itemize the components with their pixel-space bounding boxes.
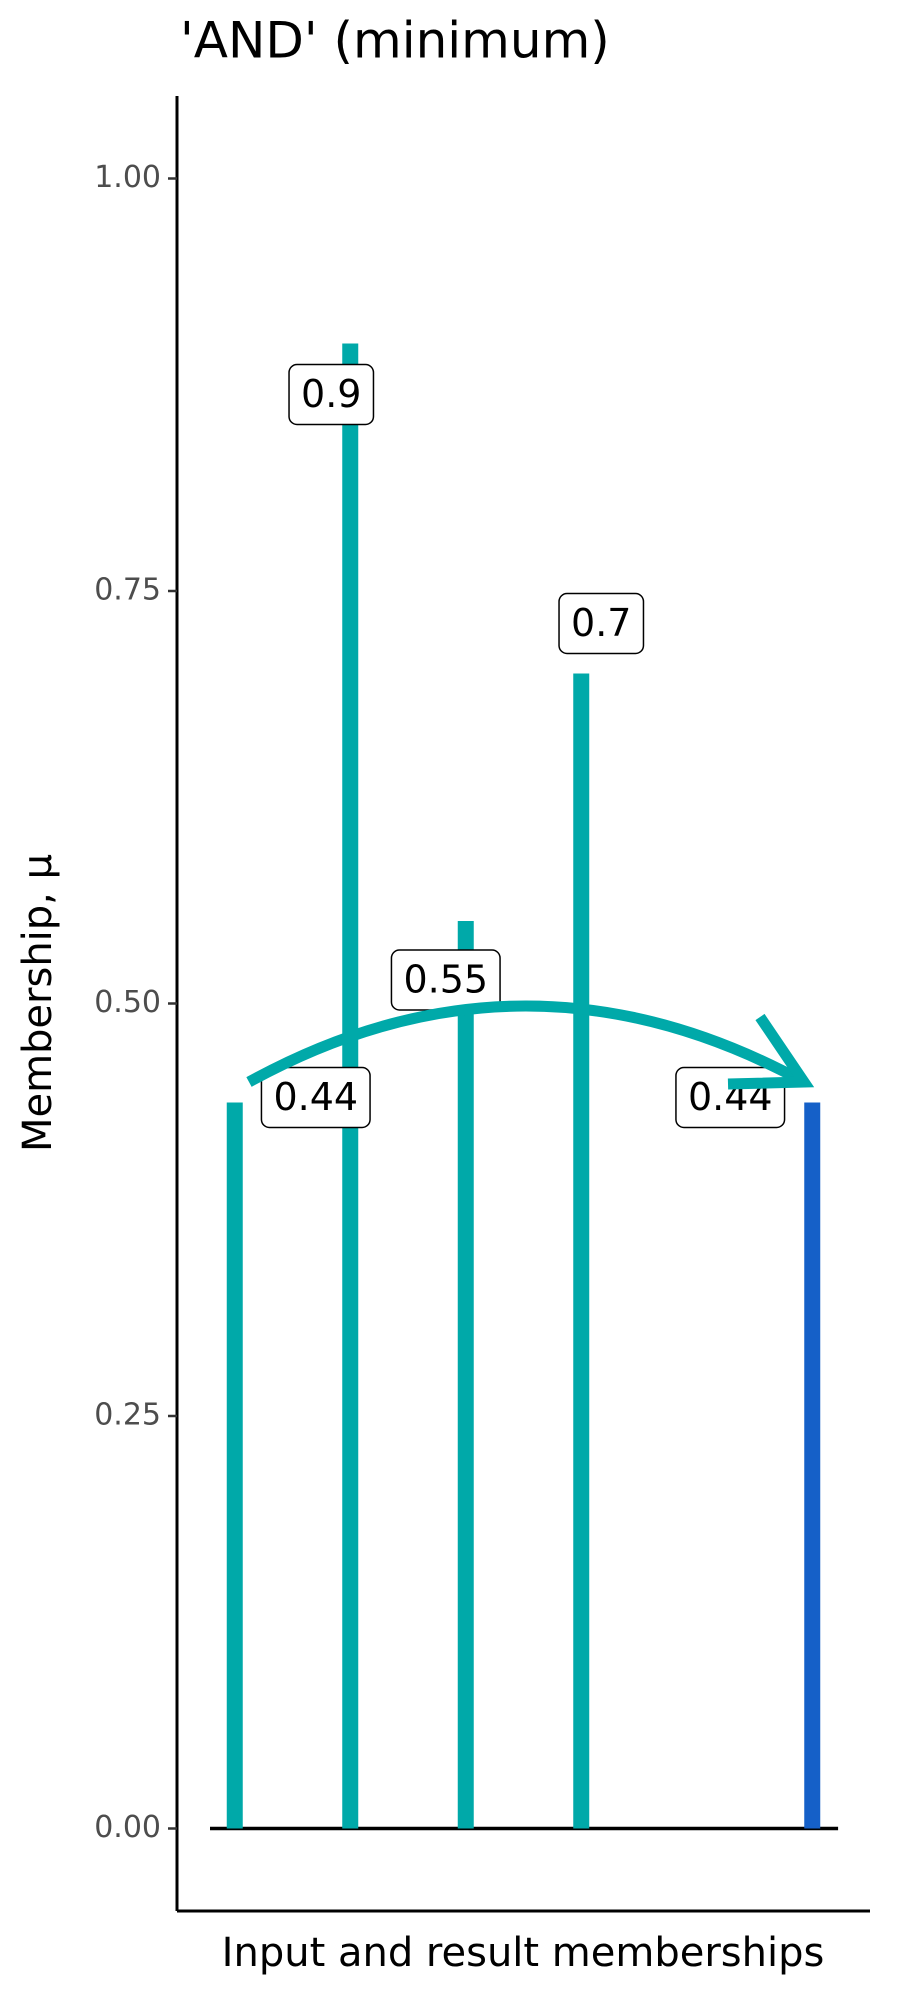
value-label-box [260,1066,371,1129]
bar [457,921,474,1829]
plot-area: 0.00 0.25 0.50 0.75 1.00 0.44 0.9 0.55 0.7 0.44 [94,96,870,1913]
value-label-text: 0.9 [301,372,361,416]
arrow [246,1000,815,1090]
value-label-text: 0.55 [403,958,488,1002]
value-label-text: 0.7 [571,601,631,645]
y-tick-label: 0.75 [94,573,161,608]
bar [573,673,590,1829]
arrow-head [727,1013,815,1090]
y-axis-label: Membership, μ [15,854,61,1152]
y-tick-label: 0.50 [94,985,161,1020]
value-label-text: 0.44 [273,1075,358,1119]
bar [226,1102,243,1829]
value-label: 0.44 [675,1066,786,1129]
bar [804,1102,821,1829]
y-tick-label: 1.00 [94,160,161,195]
arrow-curve [246,1000,807,1087]
value-label: 0.55 [390,949,501,1011]
value-label: 0.9 [288,363,375,426]
x-axis-label: Input and result memberships [222,1930,825,1976]
value-label-box [558,592,645,655]
chart-title: 'AND' (minimum) [180,12,610,70]
y-tick-label: 0.00 [94,1810,161,1845]
value-label-box [288,363,375,426]
y-tick-label: 0.25 [94,1398,161,1433]
value-label: 0.44 [260,1066,371,1129]
value-label: 0.7 [558,592,645,655]
